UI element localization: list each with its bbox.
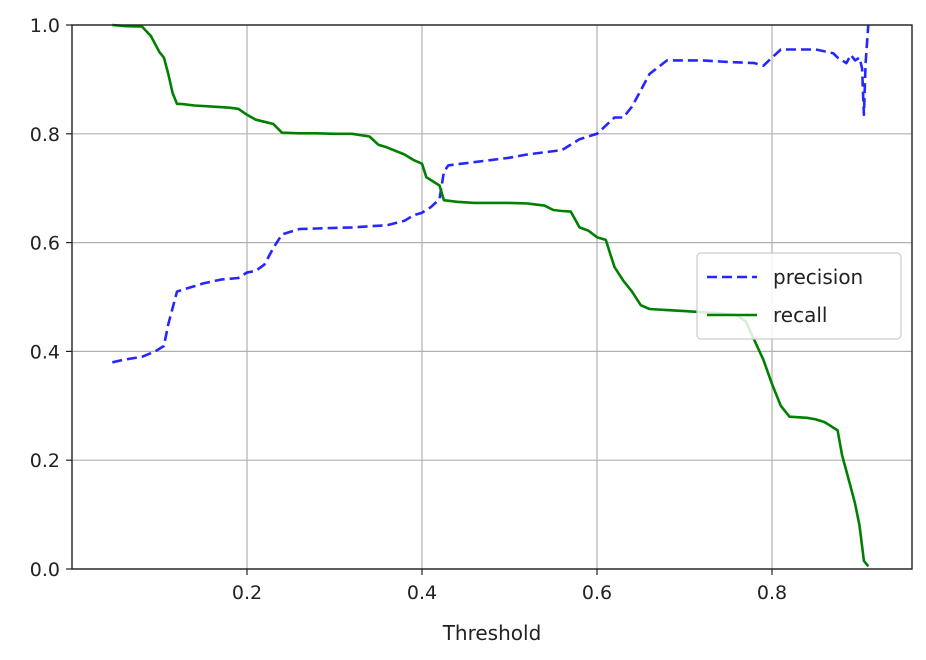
y-tick-label-2: 0.4 [30,341,60,363]
plot-area-frame [71,24,913,570]
x-tick-label-1: 0.4 [407,582,437,604]
series-line-recall [112,23,870,568]
legend-label-recall: recall [773,303,827,327]
x-tick-label-0: 0.2 [232,582,262,604]
legend-label-precision: precision [773,265,863,289]
y-tick-label-3: 0.6 [30,233,60,255]
x-tick-label-2: 0.6 [582,582,612,604]
y-tick-label-4: 0.8 [30,124,60,146]
series-line-precision [112,24,870,364]
x-tick-label-3: 0.8 [757,582,787,604]
series-layer [112,23,870,568]
legend: precision recall [696,252,902,340]
y-tick-label-1: 0.2 [30,450,60,472]
legend-box [696,252,902,340]
x-axis-label: Threshold [442,621,542,645]
y-tick-label-5: 1.0 [30,15,60,37]
y-tick-label-0: 0.0 [30,559,60,581]
axis-ticks: 0.2 0.4 0.6 0.8 0.0 0.2 0.4 0.6 0.8 1.0 [30,15,787,604]
